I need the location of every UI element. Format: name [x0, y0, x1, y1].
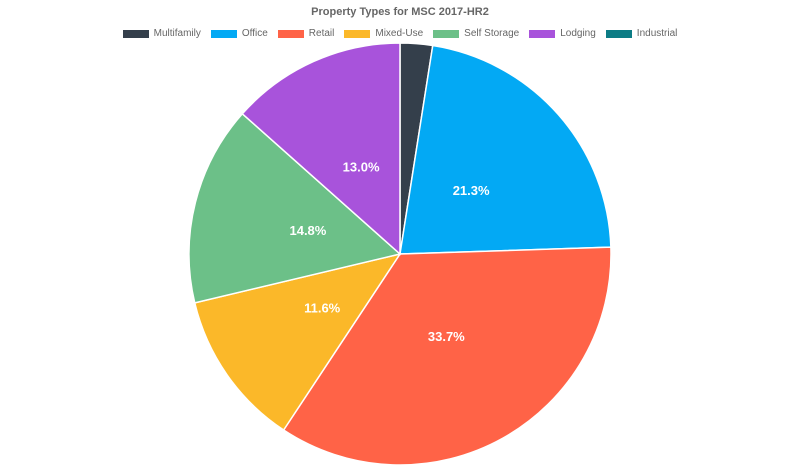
chart-title: Property Types for MSC 2017-HR2	[311, 6, 489, 18]
slice-data-label: 14.8%	[289, 223, 326, 238]
legend-label: Self Storage	[464, 28, 520, 39]
legend-label: Multifamily	[153, 28, 201, 39]
pie-slice-retail[interactable]	[282, 246, 612, 466]
legend-item-lodging[interactable]: Lodging	[529, 28, 596, 39]
chart-legend: Multifamily Office Retail Mixed-Use Self Sto…	[0, 28, 800, 39]
legend-swatch	[529, 29, 556, 38]
slice-data-label: 11.6%	[304, 300, 341, 315]
pie-slice-self-storage[interactable]	[188, 112, 402, 304]
slice-data-label: 13.0%	[343, 159, 380, 174]
legend-item-office[interactable]: Office	[210, 28, 268, 39]
legend-swatch	[277, 29, 304, 38]
legend-swatch	[605, 29, 632, 38]
legend-item-multifamily[interactable]: Multifamily	[122, 28, 201, 39]
slice-data-label: 21.3%	[453, 183, 490, 198]
legend-item-retail[interactable]: Retail	[277, 28, 335, 39]
legend-label: Office	[241, 28, 268, 39]
legend-label: Industrial	[636, 28, 678, 39]
slice-data-label: 33.7%	[428, 329, 465, 344]
legend-label: Retail	[308, 28, 335, 39]
legend-label: Mixed-Use	[375, 28, 424, 39]
legend-item-industrial[interactable]: Industrial	[605, 28, 678, 39]
legend-swatch	[344, 29, 371, 38]
legend-item-self-storage[interactable]: Self Storage	[433, 28, 519, 39]
legend-label: Lodging	[560, 28, 596, 39]
legend-item-mixed-use[interactable]: Mixed-Use	[344, 28, 423, 39]
legend-swatch	[122, 29, 149, 38]
legend-swatch	[210, 29, 237, 38]
legend-swatch	[433, 29, 460, 38]
pie-slice-mixed-use[interactable]	[193, 252, 402, 432]
pie-slice-lodging[interactable]	[241, 42, 401, 256]
pie-slice-office[interactable]	[399, 44, 612, 255]
